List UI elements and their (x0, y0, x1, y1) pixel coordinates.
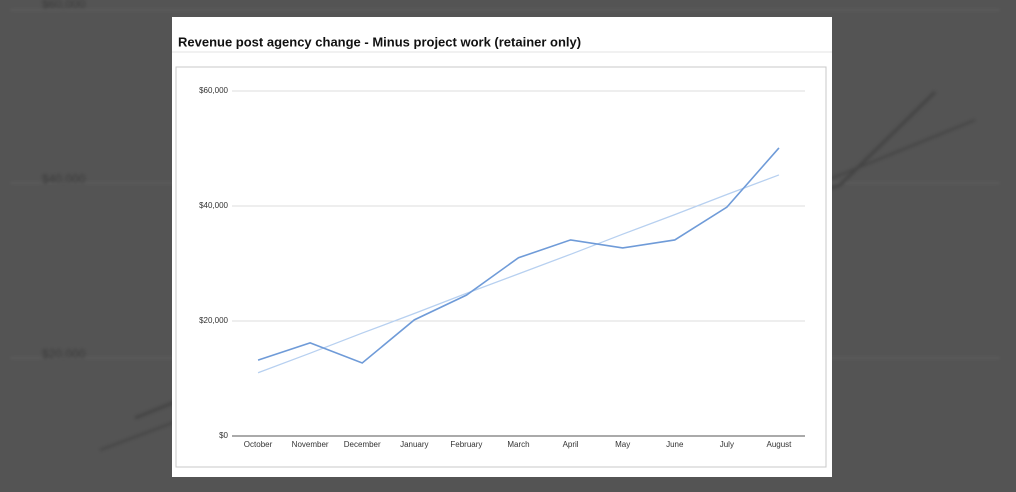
x-tick-label: June (666, 440, 684, 449)
data-line (257, 174, 780, 374)
chart: Revenue post agency change - Minus proje… (172, 17, 832, 477)
x-tick-label: March (507, 440, 529, 449)
y-tick-label: $40,000 (199, 201, 228, 210)
bg-label: $20,000 (42, 347, 86, 361)
bg-label: $60,000 (42, 0, 86, 11)
x-tick-label: December (344, 440, 381, 449)
data-line (257, 147, 780, 364)
y-tick-label: $0 (219, 431, 228, 440)
x-tick-label: April (563, 440, 579, 449)
x-tick-label: August (767, 440, 793, 449)
x-tick-label: May (615, 440, 630, 449)
x-tick-label: October (244, 440, 273, 449)
bg-label: $40,000 (42, 172, 86, 186)
chart-frame (175, 66, 827, 468)
x-tick-label: February (450, 440, 482, 449)
chart-title: Revenue post agency change - Minus proje… (178, 34, 581, 49)
x-tick-label: January (400, 440, 428, 449)
x-tick-label: July (720, 440, 734, 449)
y-tick-label: $60,000 (199, 86, 228, 95)
y-tick-label: $20,000 (199, 316, 228, 325)
x-tick-label: November (292, 440, 329, 449)
